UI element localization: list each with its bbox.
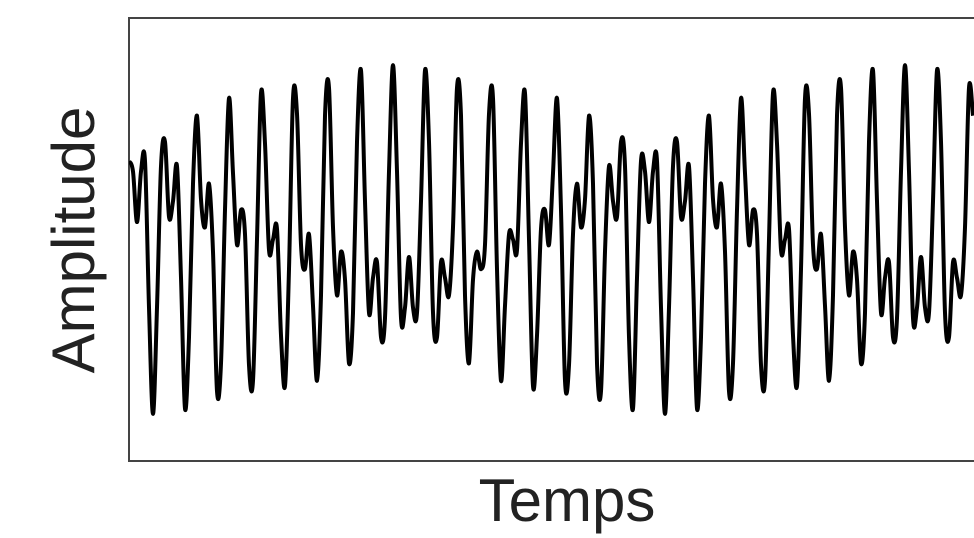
plot-frame [128,17,974,462]
x-axis-label: Temps [479,467,656,534]
y-axis-label: Amplitude [40,107,107,374]
signal-line [129,63,974,416]
